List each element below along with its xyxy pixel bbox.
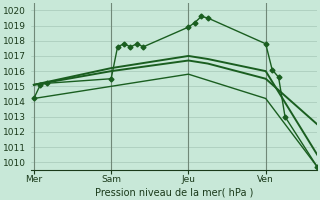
X-axis label: Pression niveau de la mer( hPa ): Pression niveau de la mer( hPa ) <box>95 187 253 197</box>
